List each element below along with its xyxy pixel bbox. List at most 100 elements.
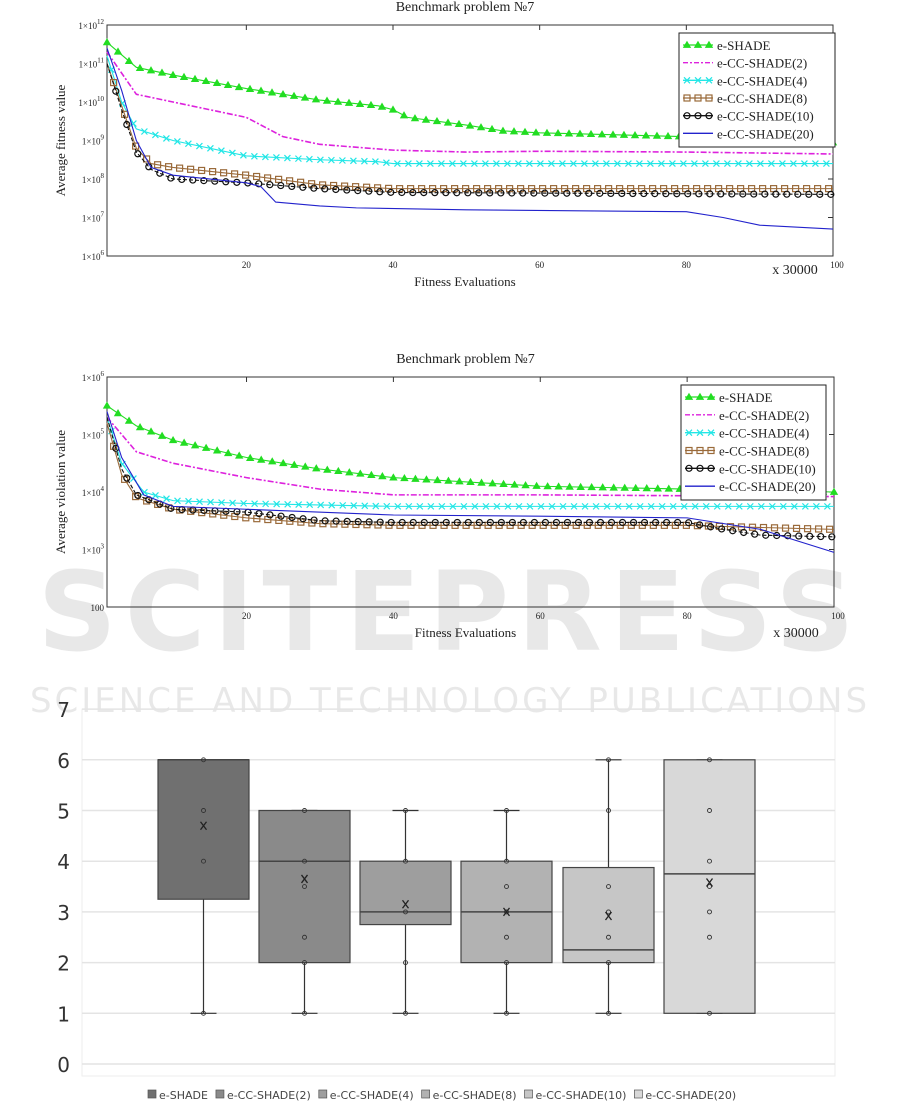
triangle-marker xyxy=(323,465,332,473)
triangle-marker xyxy=(289,91,299,99)
circle-marker xyxy=(662,518,671,527)
data-point xyxy=(302,884,307,889)
triangle-marker xyxy=(432,116,442,125)
x-marker xyxy=(152,492,159,499)
x-marker xyxy=(262,500,270,508)
triangle-marker xyxy=(598,483,607,491)
triangle-marker xyxy=(554,482,563,490)
data-point xyxy=(302,808,307,813)
x-marker xyxy=(206,144,214,152)
data-point xyxy=(707,808,712,813)
x-marker xyxy=(459,160,467,168)
x-marker xyxy=(823,502,831,510)
square-marker xyxy=(407,185,415,193)
x-marker xyxy=(492,160,500,168)
circle-marker xyxy=(684,190,692,198)
circle-marker xyxy=(475,518,483,527)
triangle-marker xyxy=(653,484,662,492)
y-tick-label: 6 xyxy=(57,749,70,773)
x-marker xyxy=(790,502,798,510)
x-marker xyxy=(481,160,489,168)
triangle-marker xyxy=(444,476,453,484)
triangle-marker xyxy=(706,392,716,400)
triangle-marker xyxy=(234,82,244,91)
legend-item: e-CC-SHADE(2) xyxy=(685,408,809,423)
data-point xyxy=(403,909,408,915)
x-marker xyxy=(580,160,588,168)
square-marker xyxy=(187,165,195,173)
circle-marker xyxy=(729,527,737,535)
legend-swatch xyxy=(215,1089,225,1099)
circle-marker xyxy=(618,189,626,198)
triangle-marker xyxy=(620,483,629,491)
legend-label: e-CC-SHADE(20) xyxy=(717,126,814,141)
triangle-marker xyxy=(499,479,508,487)
x-marker xyxy=(702,502,710,510)
legend-label: e-CC-SHADE(8) xyxy=(717,91,807,106)
triangle-marker xyxy=(421,115,431,123)
circle-marker xyxy=(751,530,759,538)
triangle-marker xyxy=(630,131,640,139)
triangle-marker xyxy=(587,482,596,491)
data-point xyxy=(606,960,611,966)
series-e-cc-shade4 xyxy=(106,417,834,510)
x-marker xyxy=(427,502,435,510)
x-marker xyxy=(228,149,236,157)
circle-marker xyxy=(453,189,461,197)
circle-marker xyxy=(486,189,494,197)
triangle-marker xyxy=(201,443,211,451)
x-marker xyxy=(515,502,523,510)
circle-marker xyxy=(783,190,791,198)
x-marker xyxy=(283,154,291,162)
circle-marker xyxy=(420,189,428,197)
circle-marker xyxy=(552,189,560,197)
square-marker xyxy=(198,166,206,175)
x-marker xyxy=(261,153,269,161)
circle-marker xyxy=(387,518,395,527)
circle-marker xyxy=(475,189,483,197)
x-marker xyxy=(756,160,764,168)
x-marker xyxy=(811,160,819,168)
triangle-marker xyxy=(157,68,167,76)
circle-marker xyxy=(497,518,505,527)
triangle-marker xyxy=(532,481,541,489)
data-point xyxy=(504,934,509,940)
square-marker xyxy=(462,185,470,193)
circle-marker xyxy=(508,189,516,197)
triangle-marker xyxy=(466,477,475,486)
series-line xyxy=(106,47,834,230)
circle-marker xyxy=(255,180,263,188)
square-marker xyxy=(275,175,283,183)
x-marker xyxy=(151,131,159,139)
data-point xyxy=(707,757,712,763)
box-1 xyxy=(258,808,351,1016)
data-point xyxy=(606,808,611,813)
x-tick-label: 60 xyxy=(535,260,545,270)
legend-item: e-CC-SHADE(4) xyxy=(685,426,809,441)
legend-item: e-CC-SHADE(4) xyxy=(318,1089,414,1102)
data-point xyxy=(606,909,611,915)
y-axis-label: Average fitness value xyxy=(53,84,68,196)
triangle-marker xyxy=(389,473,398,481)
x-marker xyxy=(696,429,704,437)
circle-marker xyxy=(795,532,803,540)
data-point xyxy=(201,1010,206,1016)
x-tick-label: 40 xyxy=(389,611,399,621)
x-marker xyxy=(415,160,423,168)
data-point xyxy=(606,934,611,940)
circle-marker xyxy=(398,188,406,197)
series-line xyxy=(106,51,834,155)
triangle-marker xyxy=(278,90,288,98)
circle-marker xyxy=(640,189,648,198)
triangle-marker xyxy=(597,130,607,138)
data-point xyxy=(201,858,206,864)
legend-box xyxy=(678,32,836,148)
square-marker xyxy=(814,525,823,533)
square-marker xyxy=(209,168,217,176)
legend-swatch xyxy=(318,1089,328,1099)
x-marker xyxy=(372,502,380,510)
x-marker xyxy=(305,155,313,163)
circle-marker xyxy=(431,189,439,197)
data-point xyxy=(707,884,712,889)
x-marker xyxy=(393,160,401,168)
